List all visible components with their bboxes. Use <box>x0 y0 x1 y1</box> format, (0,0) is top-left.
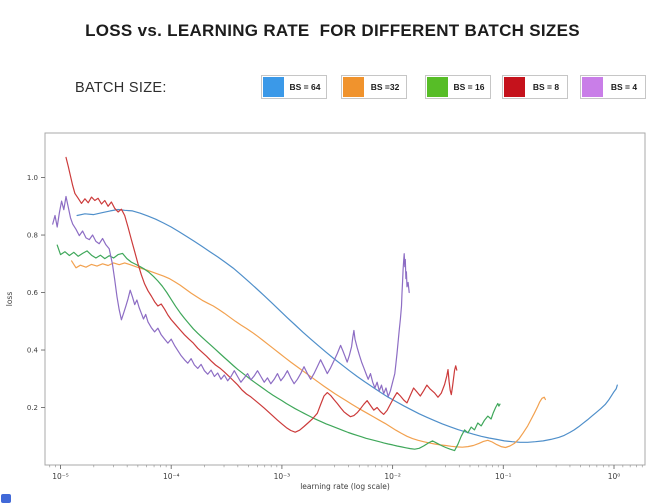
x-axis-label: learning rate (log scale) <box>300 482 390 491</box>
series-line-bs-8 <box>65 156 458 433</box>
y-tick-label: 0.8 <box>27 232 38 240</box>
x-tick-label: 10⁻² <box>384 472 401 481</box>
legend-item-label: BS =32 <box>370 82 400 92</box>
page-title: LOSS vs. LEARNING RATE FOR DIFFERENT BAT… <box>85 21 580 40</box>
legend-title: BATCH SIZE: <box>75 80 167 96</box>
legend-swatch-bs-16-icon <box>427 77 448 97</box>
y-tick-label: 1.0 <box>27 174 38 182</box>
legend-item-bs-8: BS = 8 <box>502 75 568 99</box>
x-tick-label: 10⁻¹ <box>495 472 512 481</box>
legend-item-bs-64: BS = 64 <box>261 75 327 99</box>
legend-item-label: BS = 64 <box>289 82 321 92</box>
legend-item-label: BS = 16 <box>453 82 485 92</box>
legend-swatch-bs-64-icon <box>263 77 284 97</box>
series-line-bs-32 <box>70 260 547 449</box>
series-line-bs-16 <box>56 244 501 452</box>
legend-item-label: BS = 4 <box>610 82 638 92</box>
legend-swatch-bs-32-icon <box>343 77 364 97</box>
legend-item-label: BS = 8 <box>532 82 560 92</box>
legend-item-bs-4: BS = 4 <box>580 75 646 99</box>
corner-artifact-icon <box>1 494 11 503</box>
y-tick-label: 0.6 <box>27 289 39 297</box>
y-tick-label: 0.2 <box>27 404 38 412</box>
y-axis-label: loss <box>5 292 14 307</box>
x-tick-label: 10⁰ <box>608 472 621 481</box>
legend-swatch-bs-8-icon <box>504 77 525 97</box>
x-tick-label: 10⁻³ <box>274 472 291 481</box>
series-line-bs-64 <box>76 208 618 443</box>
legend-item-bs-32: BS =32 <box>341 75 407 99</box>
y-tick-label: 0.4 <box>27 347 39 355</box>
x-tick-label: 10⁻⁵ <box>52 472 69 481</box>
legend-item-bs-16: BS = 16 <box>425 75 491 99</box>
legend-swatch-bs-4-icon <box>582 77 603 97</box>
x-tick-label: 10⁻⁴ <box>163 472 180 481</box>
series-line-bs-4 <box>52 195 410 398</box>
plot-frame <box>44 132 646 466</box>
